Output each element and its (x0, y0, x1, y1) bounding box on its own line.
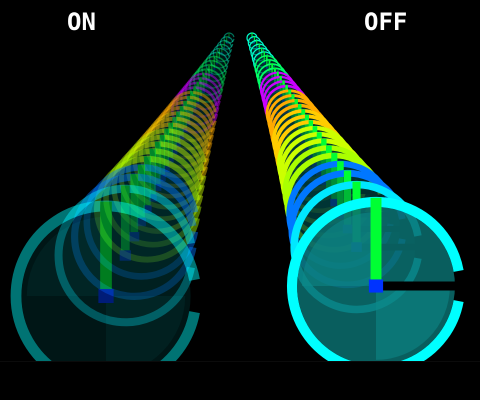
power-dial-icon (119, 134, 205, 222)
power-dial-icon (212, 43, 231, 63)
power-dial-icon (201, 55, 228, 82)
power-dial-icon (286, 197, 467, 375)
power-dial-icon (161, 95, 216, 151)
power-dial-icon (209, 47, 230, 69)
power-dial-icon (170, 86, 219, 134)
power-dial-icon (138, 116, 210, 188)
power-dial-icon (155, 100, 214, 160)
power-dial-icon (54, 184, 195, 327)
power-dial-icon (111, 141, 204, 234)
power-dial-icon (205, 51, 229, 76)
power-dial-icon (219, 36, 234, 50)
power-dial-icon (180, 77, 221, 118)
power-dial-icon (197, 60, 226, 89)
power-dial-icon (216, 40, 233, 56)
power-dial-icon (103, 148, 202, 248)
power-dial-icon (71, 173, 197, 300)
on-label: ON (67, 8, 96, 36)
power-dial-icon (144, 111, 211, 178)
power-dial-icon (223, 32, 235, 44)
on-dial-column (10, 32, 235, 392)
power-dial-icon (10, 200, 200, 392)
power-dial-icon (193, 64, 225, 96)
off-label: OFF (364, 8, 408, 36)
off-dial-column (246, 32, 467, 375)
power-dial-icon (126, 128, 207, 210)
power-dial-icon (184, 72, 223, 111)
bottom-bar (0, 361, 480, 400)
power-dial-icon (189, 68, 224, 103)
power-dial-icon (132, 122, 208, 199)
power-dial-icon (150, 105, 213, 169)
power-dial-icon (83, 164, 199, 280)
power-dial-icon (166, 90, 217, 142)
power-dial-icon (175, 81, 220, 126)
power-dial-icon (94, 155, 200, 263)
